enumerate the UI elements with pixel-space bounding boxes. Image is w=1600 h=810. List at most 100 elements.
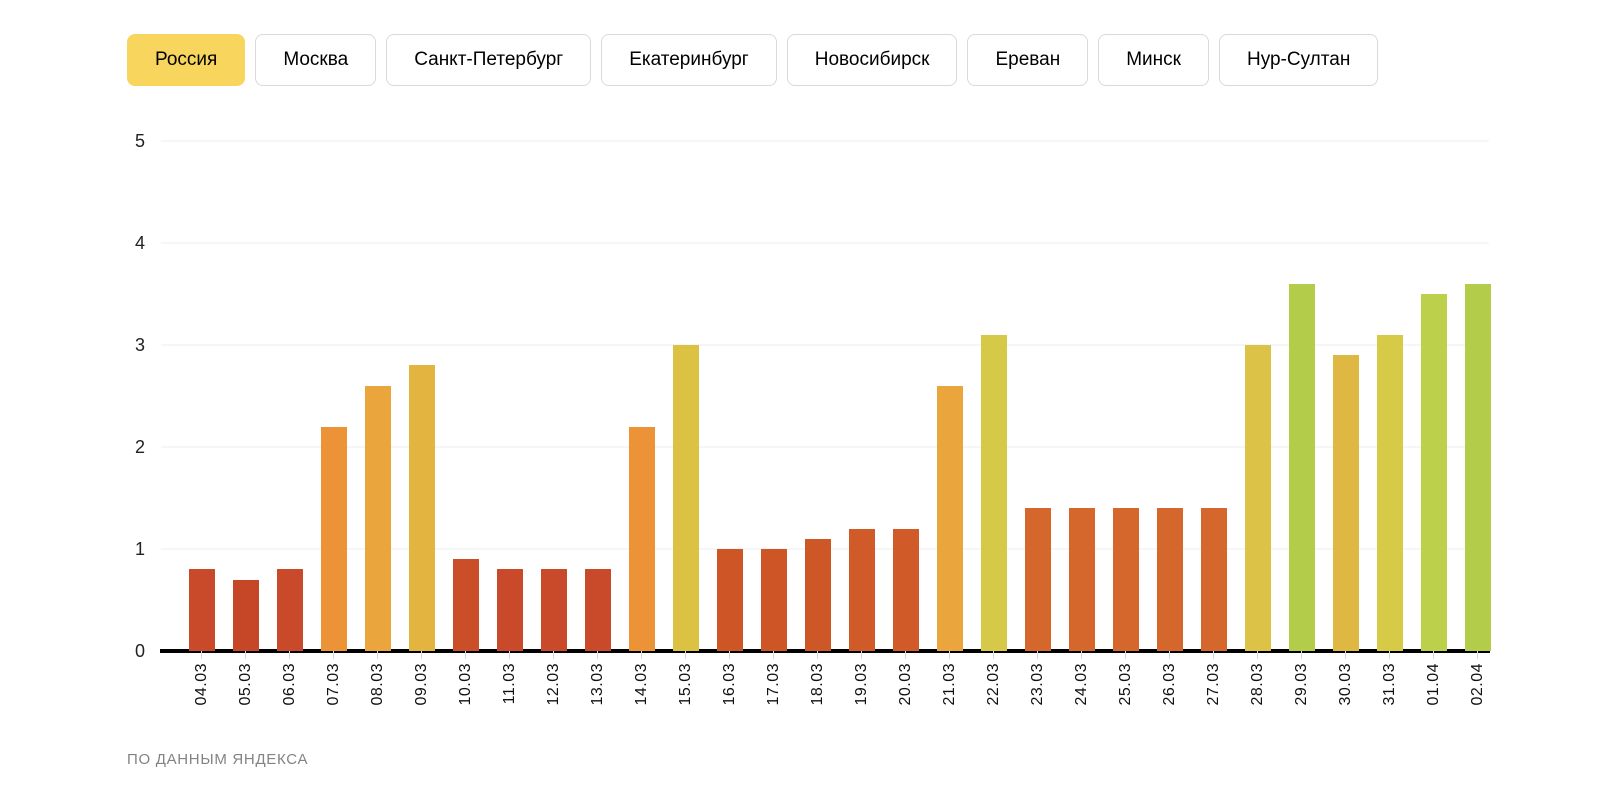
chart-bar [1200, 508, 1227, 651]
x-axis-tick [1037, 651, 1038, 659]
x-axis-tick-label: 17.03 [764, 663, 782, 706]
x-axis-tick [465, 651, 466, 659]
chart-bar [496, 569, 523, 651]
city-tab-0[interactable]: Россия [127, 34, 246, 86]
chart-bar [804, 538, 831, 651]
x-axis-tick [817, 651, 818, 659]
x-axis-tick [1081, 651, 1082, 659]
city-tab-6[interactable]: Минск [1098, 34, 1209, 86]
x-axis-tick-label: 07.03 [324, 663, 342, 706]
x-axis-tick [553, 651, 554, 659]
city-tab-1[interactable]: Москва [255, 34, 377, 86]
y-axis-tick-label: 1 [134, 539, 145, 559]
x-axis-tick-label: 06.03 [280, 663, 298, 706]
city-tab-5[interactable]: Ереван [967, 34, 1089, 86]
x-axis-tick-label: 29.03 [1292, 663, 1310, 706]
x-axis-tick-label: 11.03 [500, 663, 518, 705]
x-axis-tick-label: 16.03 [720, 663, 738, 706]
x-axis-tick [1389, 651, 1390, 659]
x-axis-tick-label: 25.03 [1116, 663, 1134, 706]
x-axis-tick [509, 651, 510, 659]
x-axis-tick-label: 08.03 [368, 663, 386, 706]
chart-bar [320, 426, 347, 651]
x-axis-tick [421, 651, 422, 659]
x-axis-tick [1477, 651, 1478, 659]
chart-bar [1332, 355, 1359, 651]
x-axis-tick [1257, 651, 1258, 659]
gridline [161, 344, 1489, 346]
x-axis-tick-label: 26.03 [1160, 663, 1178, 706]
x-axis-tick [1301, 651, 1302, 659]
chart-bar [716, 549, 743, 651]
chart-bar [672, 345, 699, 651]
x-axis-tick-label: 09.03 [412, 663, 430, 706]
chart-bar [1156, 508, 1183, 651]
y-axis-tick-label: 4 [134, 233, 145, 253]
x-axis-tick-label: 02.04 [1468, 663, 1486, 706]
chart-bar [848, 528, 875, 651]
x-axis-tick-label: 10.03 [456, 663, 474, 706]
x-axis-tick [685, 651, 686, 659]
x-axis-tick-label: 04.03 [192, 663, 210, 706]
chart-bar [936, 385, 963, 651]
x-axis-tick [1345, 651, 1346, 659]
gridline [161, 242, 1489, 244]
x-axis-tick [729, 651, 730, 659]
gridline [161, 446, 1489, 448]
chart-bar [1288, 283, 1315, 651]
x-axis-tick-label: 24.03 [1072, 663, 1090, 706]
x-axis-tick-label: 01.04 [1424, 663, 1442, 706]
city-tab-3[interactable]: Екатеринбург [601, 34, 777, 86]
x-axis-tick [1213, 651, 1214, 659]
x-axis-tick [773, 651, 774, 659]
x-axis-tick [1169, 651, 1170, 659]
x-axis-tick-label: 27.03 [1204, 663, 1222, 706]
x-axis-tick-label: 23.03 [1028, 663, 1046, 706]
city-tab-2[interactable]: Санкт-Петербург [386, 34, 592, 86]
chart-bar [1244, 345, 1271, 651]
x-axis-tick-label: 18.03 [808, 663, 826, 706]
chart-bar [1376, 334, 1403, 651]
data-source-label: ПО ДАННЫМ ЯНДЕКСА [127, 751, 309, 768]
chart-bar [760, 549, 787, 651]
chart-bar [276, 569, 303, 651]
x-axis-tick-label: 28.03 [1248, 663, 1266, 706]
x-axis-tick [289, 651, 290, 659]
x-axis-tick [201, 651, 202, 659]
x-axis-tick [597, 651, 598, 659]
chart-bar [1464, 283, 1491, 651]
chart-bar [980, 334, 1007, 651]
x-axis-tick-label: 30.03 [1336, 663, 1354, 706]
chart-bar [892, 528, 919, 651]
x-axis-tick-label: 15.03 [676, 663, 694, 706]
x-axis-tick-label: 22.03 [984, 663, 1002, 706]
y-axis-tick-label: 0 [134, 641, 145, 661]
chart-bar [232, 579, 259, 651]
chart-bar [628, 426, 655, 651]
x-axis-tick-label: 12.03 [544, 663, 562, 706]
chart-bar [452, 559, 479, 651]
city-tab-4[interactable]: Новосибирск [786, 34, 958, 86]
x-axis-tick [1433, 651, 1434, 659]
plot-area: 0 1 2 3 4 5 04.03 05.03 06.03 07.03 08.03 09.03 10.0… [135, 132, 1491, 706]
chart-bar [540, 569, 567, 651]
x-axis-tick-label: 19.03 [852, 663, 870, 706]
x-axis-tick-label: 14.03 [632, 663, 650, 706]
chart-bar [1024, 508, 1051, 651]
x-axis-tick-label: 31.03 [1380, 663, 1398, 706]
y-axis-tick-label: 5 [134, 131, 145, 151]
x-axis-line [160, 649, 1490, 653]
x-axis-tick [333, 651, 334, 659]
y-axis-tick-label: 3 [134, 335, 145, 355]
city-tab-7[interactable]: Нур-Султан [1218, 34, 1379, 86]
x-axis-tick-label: 13.03 [588, 663, 606, 706]
chart-bar [408, 365, 435, 651]
x-axis-tick [861, 651, 862, 659]
x-axis-tick-label: 20.03 [896, 663, 914, 706]
x-axis-tick [993, 651, 994, 659]
gridline [161, 140, 1489, 142]
x-axis-tick [377, 651, 378, 659]
city-tabs: Россия Москва Санкт-Петербург Екатеринбург Н… [127, 34, 1379, 86]
x-axis-tick-label: 21.03 [940, 663, 958, 706]
